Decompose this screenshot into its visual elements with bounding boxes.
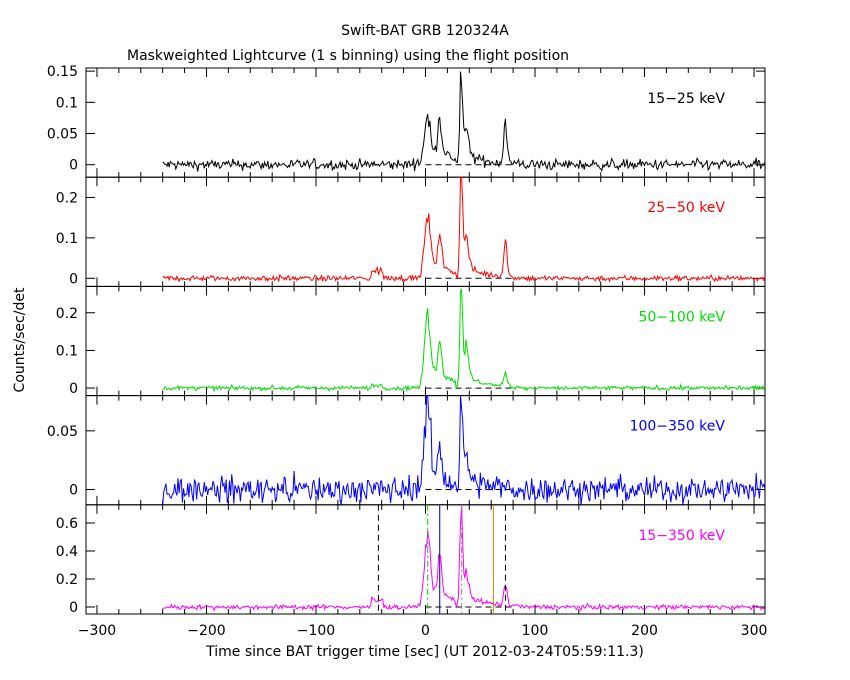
lightcurve-series <box>162 504 766 612</box>
band-label: 100−350 keV <box>630 419 726 435</box>
band-label: 15−25 keV <box>647 91 725 107</box>
panel-frame <box>85 285 766 397</box>
chart-subtitle: Maskweighted Lightcurve (1 s binning) us… <box>127 48 569 64</box>
x-tick-label: −300 <box>78 623 116 639</box>
lightcurve-series <box>162 288 766 393</box>
x-tick-label: 100 <box>522 623 549 639</box>
lightcurve-series <box>162 395 766 505</box>
y-tick-label: 0.05 <box>47 424 78 440</box>
y-tick-label: 0.15 <box>47 64 78 80</box>
x-tick-label: −200 <box>187 623 225 639</box>
x-tick-label: −100 <box>297 623 335 639</box>
y-tick-label: 0.6 <box>56 516 78 532</box>
band-label: 50−100 keV <box>638 309 725 325</box>
lightcurve-series <box>162 176 766 283</box>
y-tick-label: 0 <box>69 381 78 397</box>
y-tick-label: 0.1 <box>56 231 78 247</box>
y-tick-label: 0.1 <box>56 95 78 111</box>
y-tick-label: 0.1 <box>56 343 78 359</box>
chart-title: Swift-BAT GRB 120324A <box>341 23 509 39</box>
y-tick-label: 0.2 <box>56 572 78 588</box>
y-tick-label: 0.4 <box>56 544 78 560</box>
band-label: 25−50 keV <box>647 200 725 216</box>
y-tick-label: 0 <box>69 158 78 174</box>
y-tick-label: 0.2 <box>56 306 78 322</box>
y-tick-label: 0.2 <box>56 190 78 206</box>
x-axis-label: Time since BAT trigger time [sec] (UT 20… <box>205 644 644 660</box>
y-tick-label: 0 <box>69 600 78 616</box>
band-label: 15−350 keV <box>638 528 725 544</box>
panel-frame <box>85 504 766 615</box>
y-axis-label: Counts/sec/det <box>12 287 28 392</box>
y-tick-label: 0 <box>69 271 78 287</box>
y-tick-label: 0 <box>69 483 78 499</box>
x-tick-label: 0 <box>421 623 430 639</box>
y-tick-label: 0.05 <box>47 127 78 143</box>
x-tick-label: 300 <box>741 623 768 639</box>
x-tick-label: 200 <box>631 623 658 639</box>
lightcurve-series <box>162 71 766 173</box>
